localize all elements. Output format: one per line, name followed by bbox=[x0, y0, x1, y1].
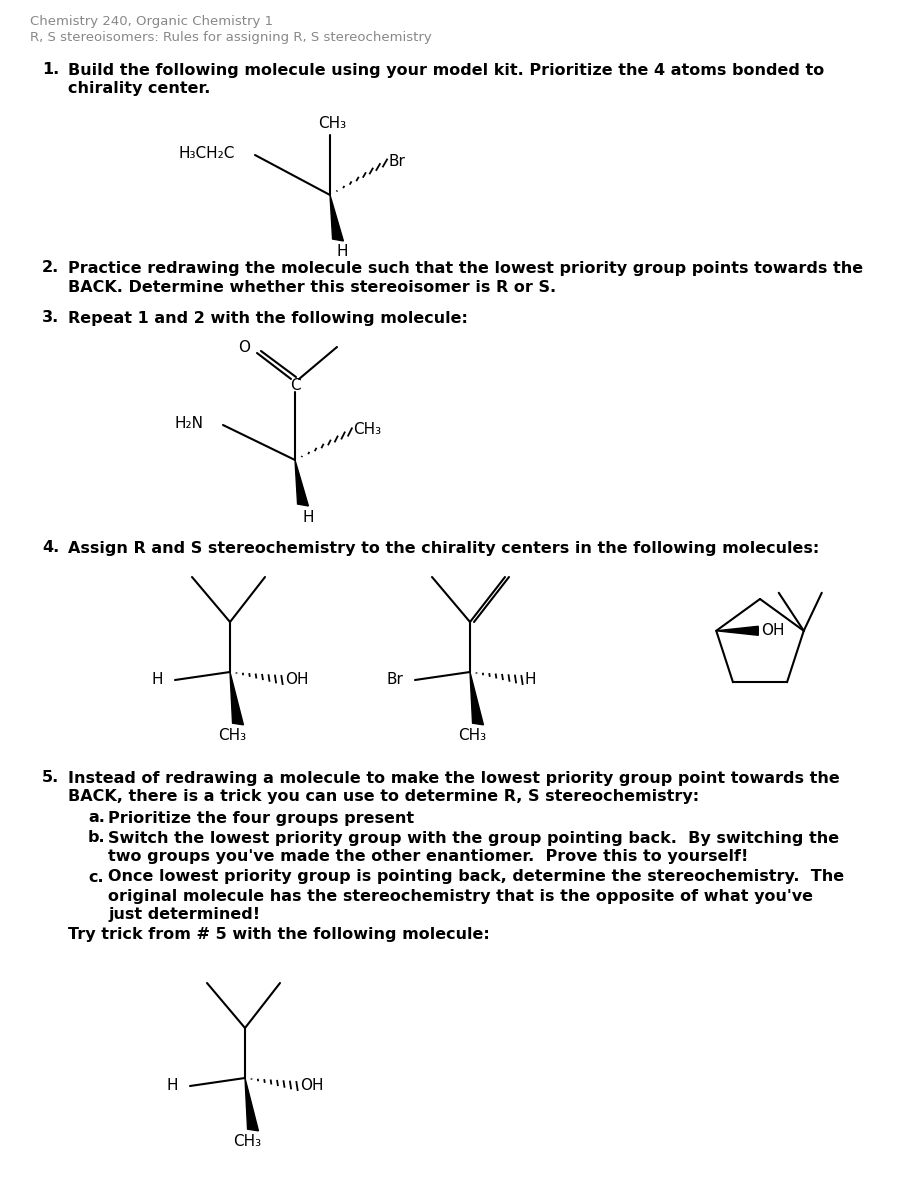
Text: Prioritize the four groups present: Prioritize the four groups present bbox=[108, 810, 414, 826]
Polygon shape bbox=[295, 460, 308, 506]
Text: O: O bbox=[238, 341, 250, 355]
Text: H: H bbox=[152, 672, 163, 688]
Text: C: C bbox=[290, 378, 300, 392]
Text: OH: OH bbox=[300, 1079, 324, 1093]
Text: c.: c. bbox=[88, 870, 104, 885]
Text: two groups you've made the other enantiomer.  Prove this to yourself!: two groups you've made the other enantio… bbox=[108, 849, 749, 865]
Text: CH₃: CH₃ bbox=[233, 1135, 261, 1150]
Text: CH₃: CH₃ bbox=[458, 728, 486, 744]
Text: Practice redrawing the molecule such that the lowest priority group points towar: Practice redrawing the molecule such tha… bbox=[68, 260, 863, 276]
Text: H₃CH₂C: H₃CH₂C bbox=[178, 145, 235, 160]
Polygon shape bbox=[230, 672, 244, 725]
Text: H: H bbox=[302, 510, 314, 524]
Polygon shape bbox=[245, 1078, 259, 1131]
Text: OH: OH bbox=[285, 672, 308, 688]
Text: BACK, there is a trick you can use to determine R, S stereochemistry:: BACK, there is a trick you can use to de… bbox=[68, 790, 699, 804]
Text: 4.: 4. bbox=[42, 541, 60, 556]
Text: Br: Br bbox=[388, 153, 405, 169]
Text: OH: OH bbox=[761, 624, 785, 638]
Text: Try trick from # 5 with the following molecule:: Try trick from # 5 with the following mo… bbox=[68, 928, 490, 942]
Text: Chemistry 240, Organic Chemistry 1: Chemistry 240, Organic Chemistry 1 bbox=[30, 15, 273, 29]
Text: Instead of redrawing a molecule to make the lowest priority group point towards : Instead of redrawing a molecule to make … bbox=[68, 771, 840, 785]
Polygon shape bbox=[716, 626, 759, 636]
Text: Repeat 1 and 2 with the following molecule:: Repeat 1 and 2 with the following molecu… bbox=[68, 310, 468, 326]
Text: CH₃: CH₃ bbox=[318, 115, 346, 131]
Polygon shape bbox=[330, 195, 344, 241]
Text: chirality center.: chirality center. bbox=[68, 82, 210, 96]
Text: CH₃: CH₃ bbox=[218, 728, 246, 744]
Text: Once lowest priority group is pointing back, determine the stereochemistry.  The: Once lowest priority group is pointing b… bbox=[108, 870, 844, 885]
Text: original molecule has the stereochemistry that is the opposite of what you've: original molecule has the stereochemistr… bbox=[108, 889, 813, 904]
Text: Build the following molecule using your model kit. Prioritize the 4 atoms bonded: Build the following molecule using your … bbox=[68, 63, 824, 77]
Text: b.: b. bbox=[88, 830, 106, 846]
Text: 2.: 2. bbox=[42, 260, 60, 276]
Text: H: H bbox=[525, 672, 537, 688]
Text: H: H bbox=[337, 245, 348, 259]
Text: a.: a. bbox=[88, 810, 105, 826]
Text: 1.: 1. bbox=[42, 63, 60, 77]
Text: Br: Br bbox=[386, 672, 403, 688]
Text: 5.: 5. bbox=[42, 771, 60, 785]
Text: H₂N: H₂N bbox=[175, 416, 204, 430]
Text: just determined!: just determined! bbox=[108, 908, 260, 923]
Text: CH₃: CH₃ bbox=[353, 423, 382, 437]
Text: H: H bbox=[167, 1079, 178, 1093]
Text: Assign R and S stereochemistry to the chirality centers in the following molecul: Assign R and S stereochemistry to the ch… bbox=[68, 541, 819, 556]
Polygon shape bbox=[470, 672, 483, 725]
Text: Switch the lowest priority group with the group pointing back.  By switching the: Switch the lowest priority group with th… bbox=[108, 830, 839, 846]
Text: R, S stereoisomers: Rules for assigning R, S stereochemistry: R, S stereoisomers: Rules for assigning … bbox=[30, 32, 432, 44]
Text: BACK. Determine whether this stereoisomer is R or S.: BACK. Determine whether this stereoisome… bbox=[68, 279, 557, 295]
Text: 3.: 3. bbox=[42, 310, 60, 326]
